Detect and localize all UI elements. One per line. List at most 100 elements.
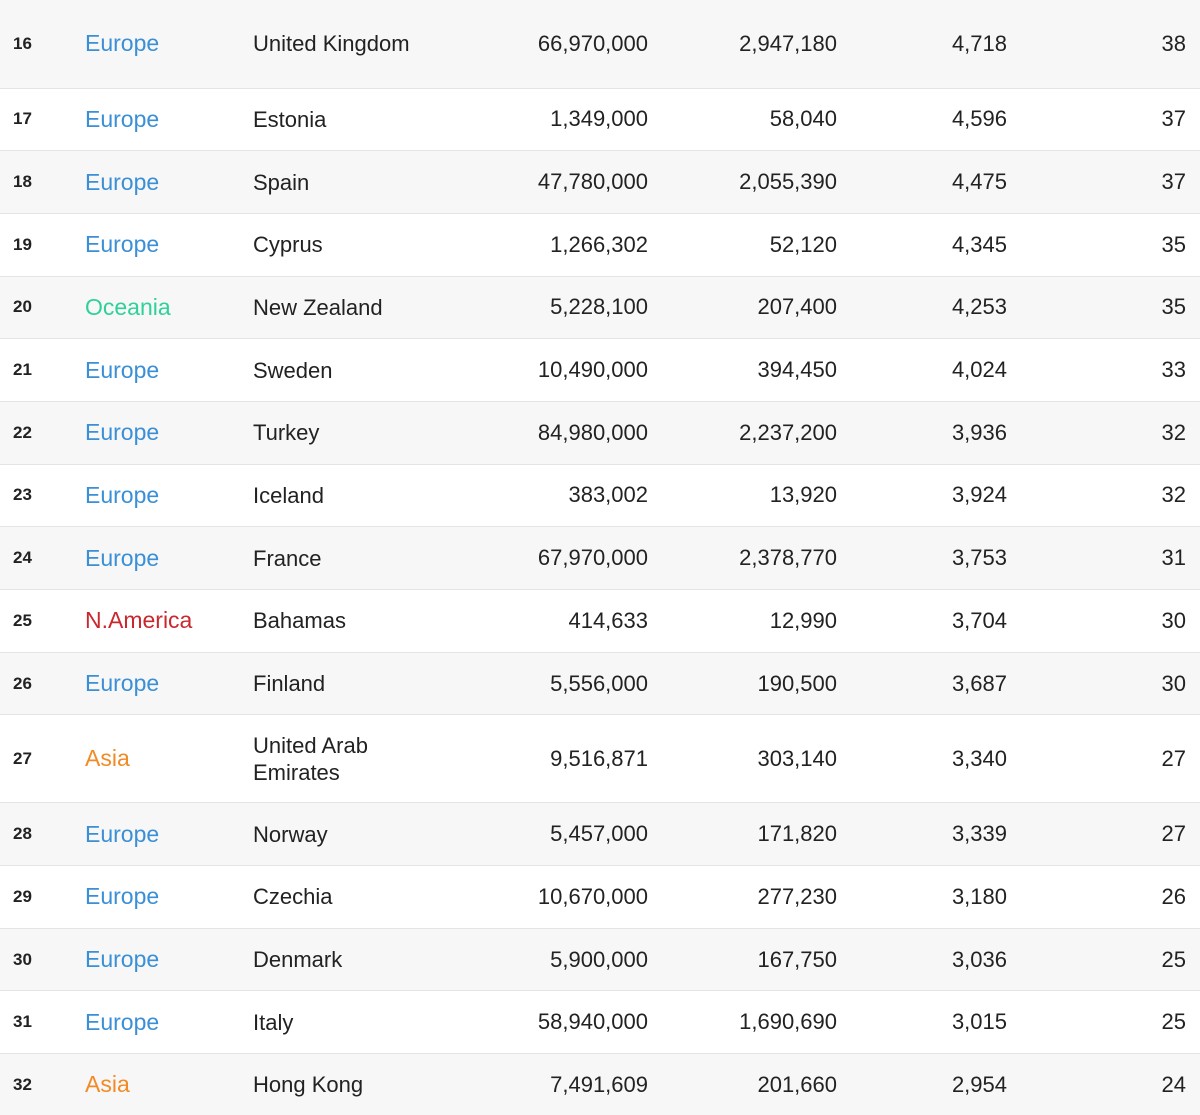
table-row: 28 Europe Norway 5,457,000 171,820 3,339 27 <box>0 802 1200 866</box>
country-cell: Turkey <box>253 420 320 446</box>
country-cell: Denmark <box>253 947 343 973</box>
continent-link[interactable]: N.America <box>85 607 193 634</box>
value-cell-3: 3,753 <box>951 545 1007 571</box>
value-cell-2: 201,660 <box>757 1071 837 1097</box>
country-cell: Norway <box>253 821 328 847</box>
population-cell: 5,457,000 <box>550 821 648 847</box>
value-cell-4: 35 <box>1161 294 1186 320</box>
value-cell-4: 35 <box>1161 231 1186 257</box>
value-cell-2: 190,500 <box>757 670 837 696</box>
value-cell-4: 30 <box>1161 607 1186 633</box>
table-row: 32 Asia Hong Kong 7,491,609 201,660 2,954 24 <box>0 1053 1200 1115</box>
rank-cell: 25 <box>13 610 32 630</box>
country-cell: Czechia <box>253 884 333 910</box>
value-cell-3: 4,596 <box>951 106 1007 132</box>
value-cell-2: 1,690,690 <box>739 1009 837 1035</box>
continent-link[interactable]: Europe <box>85 105 160 132</box>
rank-cell: 21 <box>13 360 32 380</box>
table-row: 31 Europe Italy 58,940,000 1,690,690 3,015 25 <box>0 990 1200 1054</box>
value-cell-2: 277,230 <box>757 883 837 909</box>
continent-link[interactable]: Oceania <box>85 293 171 320</box>
value-cell-4: 33 <box>1161 357 1186 383</box>
rank-cell: 27 <box>13 748 32 768</box>
population-cell: 5,900,000 <box>550 946 648 972</box>
value-cell-4: 32 <box>1161 482 1186 508</box>
population-cell: 1,266,302 <box>550 231 648 257</box>
population-cell: 414,633 <box>568 607 648 633</box>
value-cell-4: 27 <box>1161 821 1186 847</box>
value-cell-4: 25 <box>1161 1009 1186 1035</box>
value-cell-4: 26 <box>1161 883 1186 909</box>
population-cell: 5,228,100 <box>550 294 648 320</box>
value-cell-3: 3,015 <box>951 1009 1007 1035</box>
continent-link[interactable]: Europe <box>85 946 160 973</box>
value-cell-2: 303,140 <box>757 745 837 771</box>
value-cell-2: 207,400 <box>757 294 837 320</box>
value-cell-2: 2,947,180 <box>739 30 837 56</box>
value-cell-3: 3,340 <box>951 745 1007 771</box>
continent-link[interactable]: Europe <box>85 231 160 258</box>
population-cell: 58,940,000 <box>537 1009 648 1035</box>
continent-link[interactable]: Europe <box>85 820 160 847</box>
continent-link[interactable]: Asia <box>85 1071 130 1098</box>
population-cell: 1,349,000 <box>550 106 648 132</box>
table-row: 27 Asia United Arab Emirates 9,516,871 303,1… <box>0 714 1200 803</box>
value-cell-2: 394,450 <box>757 357 837 383</box>
continent-link[interactable]: Europe <box>85 883 160 910</box>
table-row: 22 Europe Turkey 84,980,000 2,237,200 3,936 32 <box>0 401 1200 465</box>
country-cell: Sweden <box>253 357 333 383</box>
rank-cell: 22 <box>13 422 32 442</box>
rank-cell: 26 <box>13 673 32 693</box>
value-cell-3: 3,924 <box>951 482 1007 508</box>
country-cell: United Kingdom <box>253 31 410 57</box>
value-cell-3: 4,253 <box>951 294 1007 320</box>
rank-cell: 18 <box>13 172 32 192</box>
population-cell: 66,970,000 <box>537 30 648 56</box>
population-cell: 67,970,000 <box>537 545 648 571</box>
population-cell: 9,516,871 <box>550 745 648 771</box>
continent-link[interactable]: Europe <box>85 544 160 571</box>
table-row: 23 Europe Iceland 383,002 13,920 3,924 32 <box>0 464 1200 527</box>
value-cell-3: 3,180 <box>951 883 1007 909</box>
value-cell-3: 2,954 <box>951 1071 1007 1097</box>
country-cell: Hong Kong <box>253 1072 364 1098</box>
value-cell-4: 30 <box>1161 670 1186 696</box>
population-cell: 84,980,000 <box>537 419 648 445</box>
value-cell-4: 25 <box>1161 946 1186 972</box>
country-cell: Iceland <box>253 482 324 508</box>
continent-link[interactable]: Europe <box>85 481 160 508</box>
value-cell-3: 3,687 <box>951 670 1007 696</box>
continent-link[interactable]: Europe <box>85 419 160 446</box>
value-cell-3: 4,345 <box>951 231 1007 257</box>
value-cell-2: 2,055,390 <box>739 169 837 195</box>
country-cell: Estonia <box>253 106 327 132</box>
table-row: 16 Europe United Kingdom 66,970,000 2,947,18… <box>0 0 1200 88</box>
table-row: 19 Europe Cyprus 1,266,302 52,120 4,345 35 <box>0 213 1200 277</box>
continent-link[interactable]: Europe <box>85 670 160 697</box>
rank-cell: 29 <box>13 886 32 906</box>
country-cell: France <box>253 545 322 571</box>
value-cell-3: 3,339 <box>951 821 1007 847</box>
country-cell: United Arab Emirates <box>253 732 368 785</box>
continent-link[interactable]: Europe <box>85 1008 160 1035</box>
value-cell-4: 32 <box>1161 419 1186 445</box>
continent-link[interactable]: Europe <box>85 356 160 383</box>
table-row: 30 Europe Denmark 5,900,000 167,750 3,036 25 <box>0 928 1200 991</box>
table-row: 26 Europe Finland 5,556,000 190,500 3,687 30 <box>0 652 1200 715</box>
value-cell-3: 4,475 <box>951 169 1007 195</box>
value-cell-2: 12,990 <box>769 607 837 633</box>
rank-cell: 20 <box>13 297 32 317</box>
continent-link[interactable]: Europe <box>85 168 160 195</box>
value-cell-4: 37 <box>1161 106 1186 132</box>
rank-cell: 23 <box>13 485 32 505</box>
rank-cell: 30 <box>13 949 32 969</box>
rank-cell: 28 <box>13 824 32 844</box>
value-cell-3: 3,036 <box>951 946 1007 972</box>
continent-link[interactable]: Europe <box>85 30 160 57</box>
rank-cell: 32 <box>13 1074 32 1094</box>
population-cell: 10,670,000 <box>537 883 648 909</box>
continent-link[interactable]: Asia <box>85 745 130 772</box>
rank-cell: 16 <box>13 33 32 53</box>
